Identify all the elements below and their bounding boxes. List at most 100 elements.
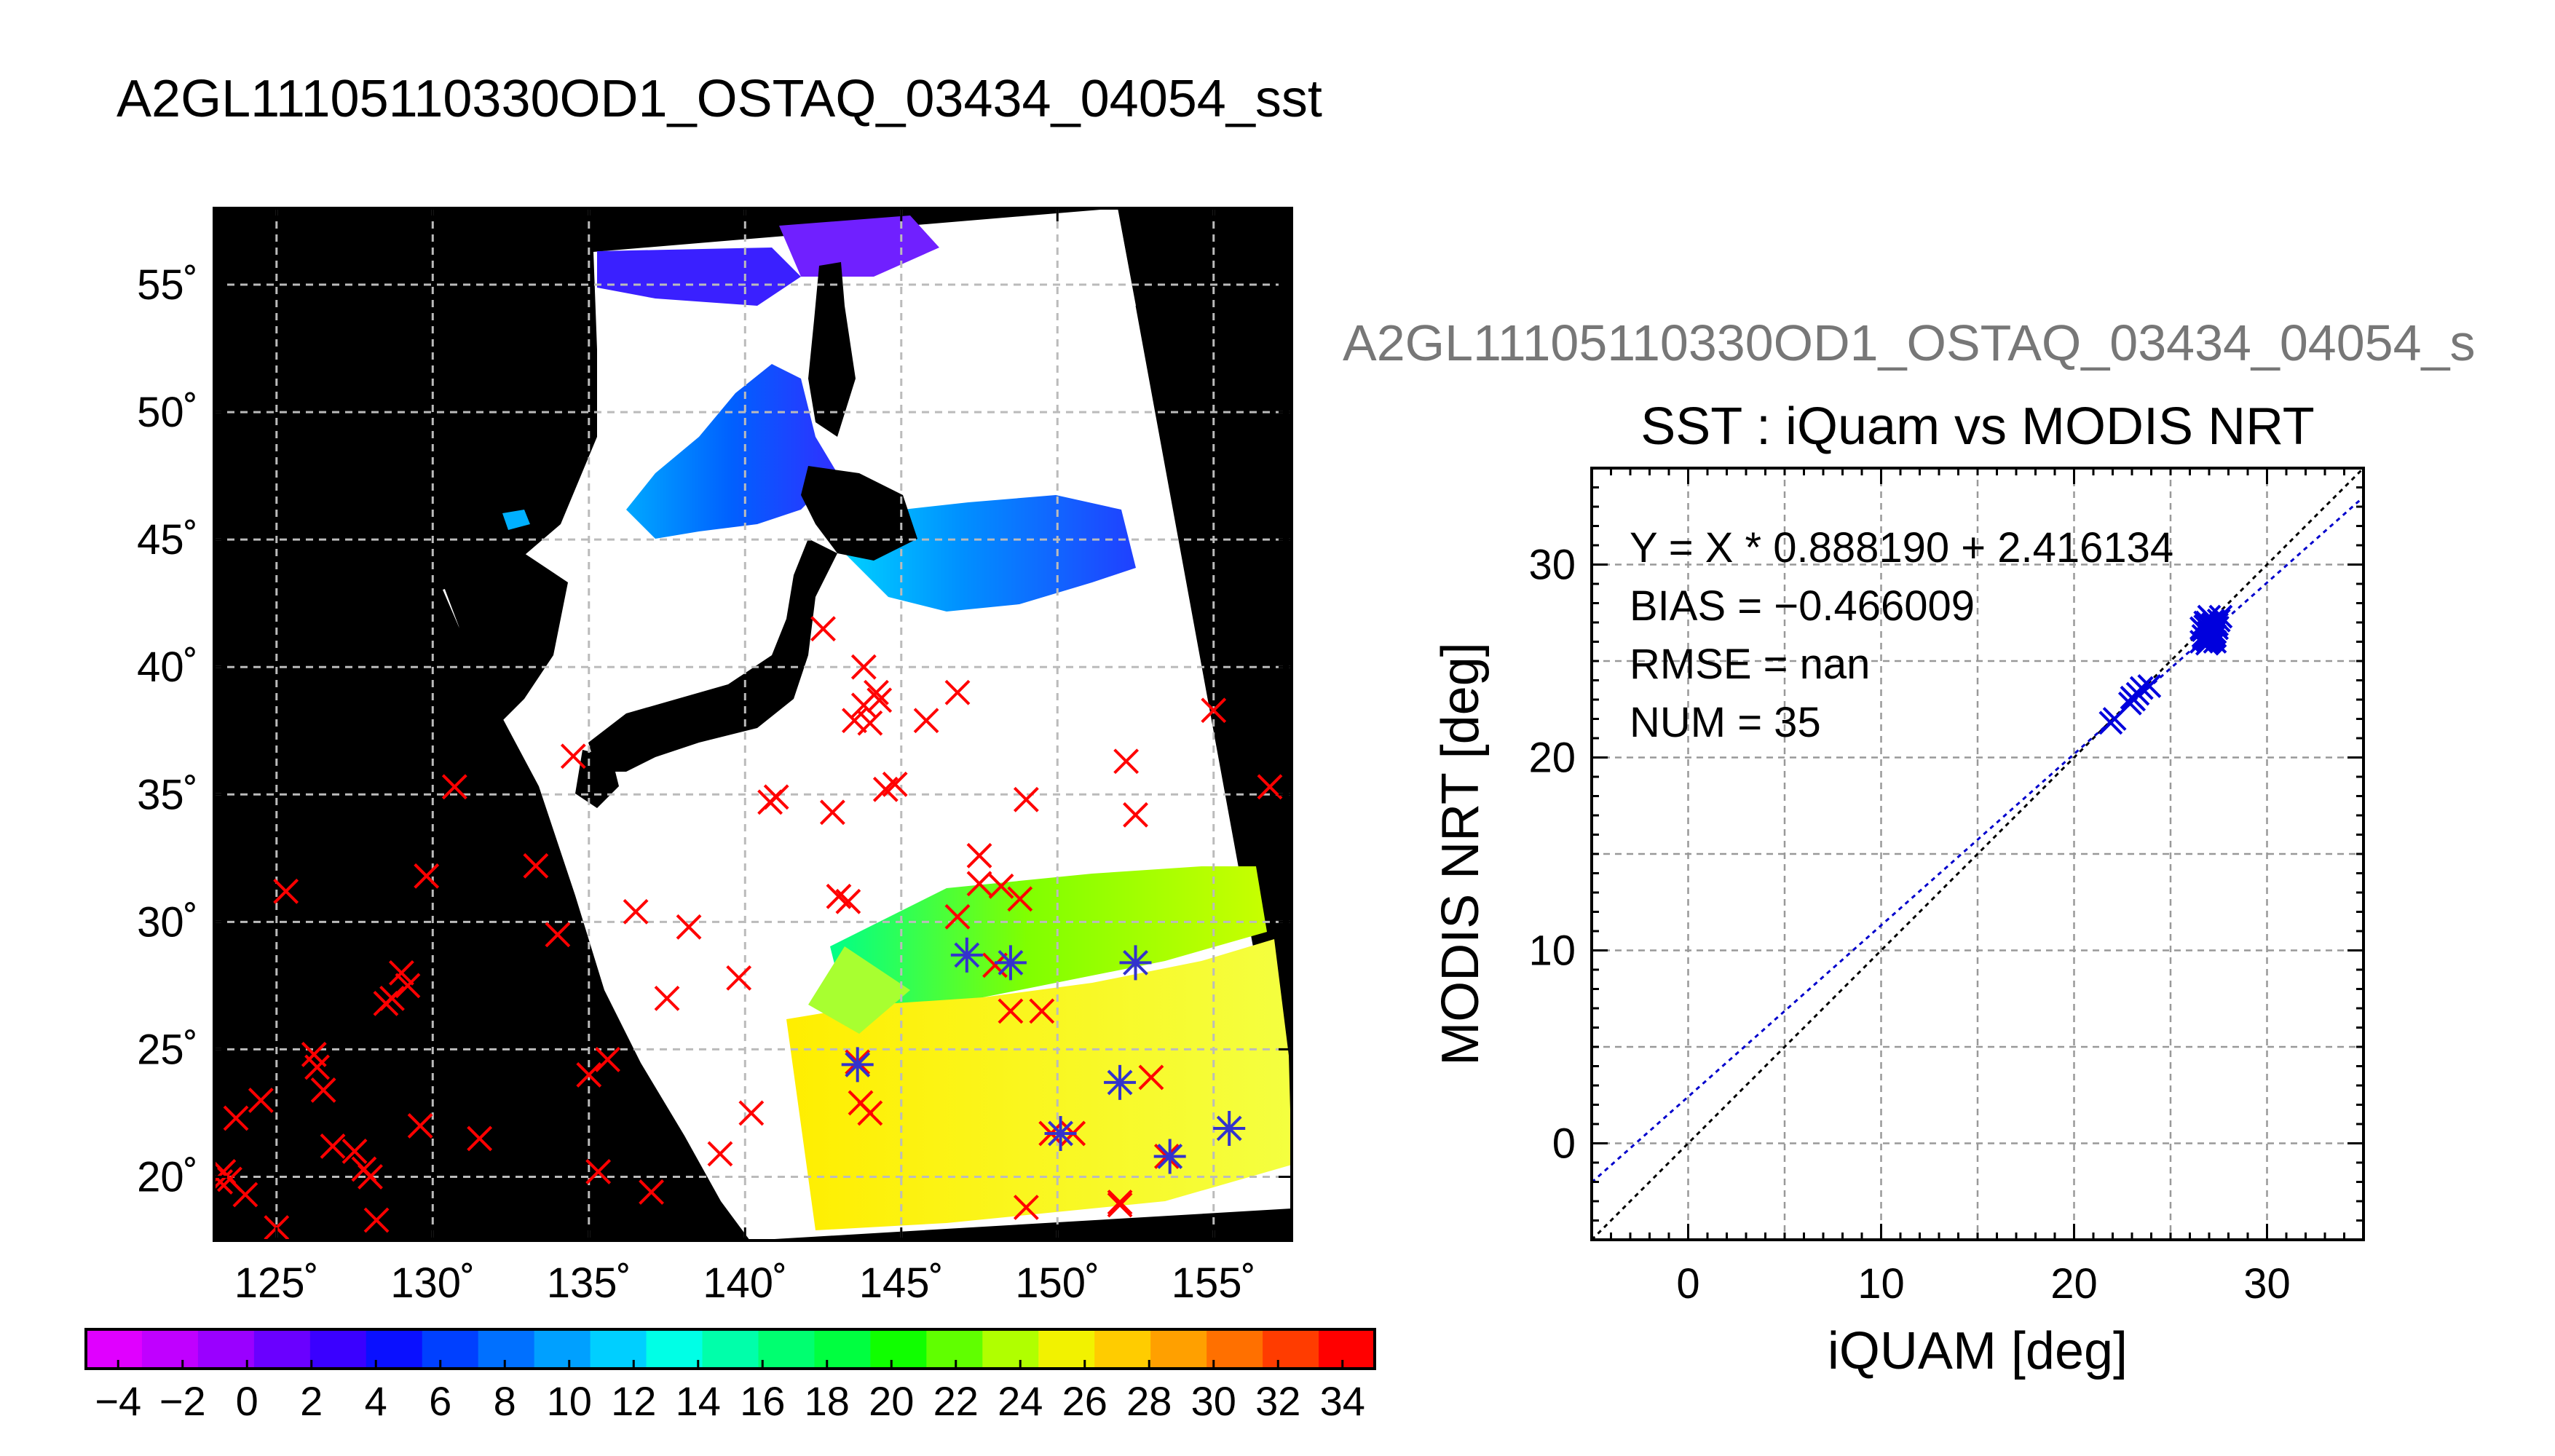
colorbar-labels: −4 −2 0 2 4 6 8 10 12 14 16 18 20 22 24 26 28 30 32 34 bbox=[95, 1360, 1365, 1424]
colorbar-cell bbox=[1038, 1329, 1096, 1369]
map-match-point bbox=[320, 1133, 346, 1159]
map-match-point bbox=[639, 1179, 664, 1205]
map-match-point bbox=[1013, 1195, 1039, 1220]
map-valid-point bbox=[841, 1047, 874, 1083]
colorbar-cell bbox=[253, 1329, 311, 1369]
colorbar-cell bbox=[86, 1329, 143, 1369]
lon-tick-label: 125˚ bbox=[234, 1259, 319, 1307]
map-valid-point bbox=[1044, 1115, 1077, 1151]
scatter-header: A2GL11105110330OD1_OSTAQ_03434_04054_s bbox=[1343, 314, 2475, 371]
colorbar-tick-label: 0 bbox=[236, 1378, 258, 1424]
scatter-title: SST : iQuam vs MODIS NRT bbox=[1640, 397, 2315, 456]
map-match-point bbox=[1107, 1190, 1133, 1215]
map-match-point bbox=[232, 1182, 258, 1208]
colorbar-frame bbox=[84, 1328, 1376, 1370]
colorbar-cell bbox=[702, 1329, 759, 1369]
map-match-point bbox=[623, 898, 649, 925]
sea-of-japan bbox=[626, 364, 837, 539]
scatter-x-tick-label: 30 bbox=[2243, 1260, 2291, 1307]
map-match-point bbox=[545, 922, 571, 948]
map-match-point bbox=[358, 1164, 383, 1190]
map-longitude-labels: 125˚ 130˚ 135˚ 140˚ 145˚ 150˚ 155˚ bbox=[234, 1259, 1256, 1307]
map-match-point bbox=[726, 965, 752, 991]
map-valid-point bbox=[994, 945, 1027, 981]
scatter-x-tick-label: 10 bbox=[1857, 1260, 1905, 1307]
map-valid-point bbox=[1213, 1110, 1246, 1146]
colorbar-cell bbox=[1150, 1329, 1208, 1369]
map-match-point bbox=[819, 799, 845, 826]
map-match-point bbox=[576, 1062, 602, 1088]
map-match-point bbox=[310, 1077, 336, 1103]
map-match-point bbox=[913, 708, 939, 734]
colorbar-tick-label: 12 bbox=[611, 1378, 656, 1424]
colorbar-tick-label: 24 bbox=[998, 1378, 1043, 1424]
map-match-point bbox=[763, 784, 789, 810]
map-panel: 125˚ 130˚ 135˚ 140˚ 145˚ 150˚ 155˚ 20˚ 25˚ 30˚ 35… bbox=[137, 207, 1293, 1307]
map-match-point bbox=[850, 654, 877, 680]
map-graticule bbox=[214, 208, 1292, 1241]
map-match-point bbox=[1123, 802, 1148, 828]
sst-coast-band bbox=[808, 946, 910, 1034]
colorbar-cell bbox=[478, 1329, 535, 1369]
map-match-point bbox=[523, 852, 549, 879]
map-match-point bbox=[1007, 886, 1033, 912]
colorbar-cell bbox=[422, 1329, 479, 1369]
map-match-point bbox=[595, 1046, 620, 1072]
map-tick-marks bbox=[214, 208, 1292, 1241]
colorbar-tick-label: 6 bbox=[429, 1378, 451, 1424]
map-latitude-labels: 20˚ 25˚ 30˚ 35˚ 40˚ 45˚ 50˚ 55˚ bbox=[137, 261, 198, 1200]
map-match-point bbox=[388, 960, 414, 986]
lon-tick-label: 135˚ bbox=[547, 1259, 631, 1307]
map-match-point bbox=[467, 1125, 493, 1152]
colorbar-cell bbox=[197, 1329, 255, 1369]
map-valid-point bbox=[950, 937, 983, 973]
colorbar: −4 −2 0 2 4 6 8 10 12 14 16 18 20 22 24 26 28 30 32 34 bbox=[84, 1328, 1376, 1424]
scatter-x-axis-label: iQUAM [deg] bbox=[1828, 1322, 2128, 1380]
map-match-point bbox=[1113, 748, 1140, 775]
colorbar-cell bbox=[982, 1329, 1040, 1369]
land-hokkaido bbox=[801, 466, 917, 561]
map-match-point bbox=[882, 771, 908, 797]
scatter-point bbox=[2189, 616, 2214, 641]
scatter-y-tick-label: 10 bbox=[1528, 927, 1576, 975]
colorbar-tick-label: 32 bbox=[1255, 1378, 1300, 1424]
sea-okhotsk-south bbox=[597, 248, 801, 306]
map-match-markers bbox=[214, 616, 1283, 1241]
map-match-point bbox=[676, 914, 702, 940]
colorbar-tick-label: 28 bbox=[1126, 1378, 1172, 1424]
lat-tick-label: 30˚ bbox=[137, 898, 198, 946]
identity-line bbox=[1592, 468, 2364, 1240]
lat-tick-label: 50˚ bbox=[137, 389, 198, 436]
map-match-point bbox=[707, 1141, 733, 1167]
lat-tick-label: 45˚ bbox=[137, 516, 198, 563]
scatter-panel: A2GL11105110330OD1_OSTAQ_03434_04054_s S… bbox=[1343, 314, 2475, 1380]
scatter-points bbox=[2098, 604, 2233, 735]
map-match-point bbox=[1107, 1192, 1133, 1218]
scatter-y-tick-label: 0 bbox=[1552, 1120, 1576, 1168]
scatter-point bbox=[2137, 674, 2162, 698]
map-match-point bbox=[373, 990, 399, 1016]
lon-tick-label: 150˚ bbox=[1015, 1259, 1099, 1307]
map-match-point bbox=[1257, 774, 1283, 800]
colorbar-tick-label: 2 bbox=[300, 1378, 323, 1424]
map-match-point bbox=[1029, 998, 1055, 1024]
map-match-point bbox=[944, 903, 971, 930]
map-match-point bbox=[738, 1100, 765, 1126]
colorbar-tick-label: −2 bbox=[159, 1378, 206, 1424]
map-match-point bbox=[223, 1105, 249, 1131]
colorbar-tick-label: 34 bbox=[1320, 1378, 1365, 1424]
map-match-point bbox=[585, 1159, 612, 1184]
lon-tick-label: 145˚ bbox=[859, 1259, 944, 1307]
lat-tick-label: 35˚ bbox=[137, 771, 198, 818]
map-match-point bbox=[848, 1090, 874, 1116]
map-match-point bbox=[248, 1088, 274, 1113]
map-match-point bbox=[395, 973, 421, 999]
map-match-point bbox=[407, 1113, 433, 1139]
colorbar-tick-label: 30 bbox=[1191, 1378, 1236, 1424]
scatter-x-tick-labels: 0 10 20 30 bbox=[1676, 1260, 2290, 1307]
colorbar-cell bbox=[870, 1329, 928, 1369]
lat-tick-label: 20˚ bbox=[137, 1153, 198, 1200]
map-match-point bbox=[273, 878, 299, 904]
scatter-point bbox=[2203, 624, 2227, 648]
lat-tick-label: 55˚ bbox=[137, 261, 198, 309]
